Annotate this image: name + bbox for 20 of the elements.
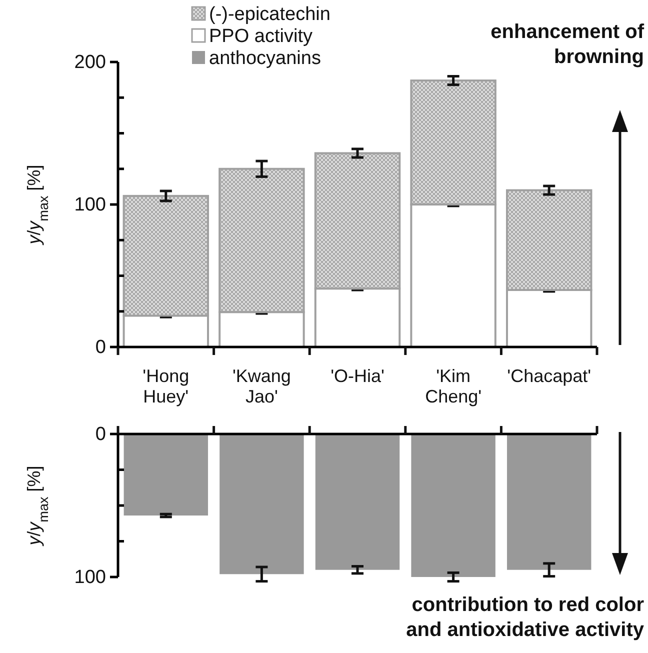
legend-label: (-)-epicatechin xyxy=(209,4,330,25)
x-tick-label: 'Chacapat' xyxy=(507,366,592,386)
y-tick-label: 0 xyxy=(95,424,106,446)
bar xyxy=(220,434,304,574)
x-tick-label: 'Kwang Jao' xyxy=(232,366,291,406)
bar xyxy=(124,434,208,516)
legend-label: PPO activity xyxy=(209,26,313,47)
y-tick-label: 100 xyxy=(74,567,106,588)
x-tick-label: 'Kim Cheng' xyxy=(425,366,482,406)
x-tick-label: 'Hong Huey' xyxy=(142,366,190,406)
legend-label: anthocyanins xyxy=(209,48,321,69)
annotation: enhancement of browning xyxy=(490,21,644,68)
y-tick-label: 0 xyxy=(95,337,106,358)
x-tick-label: 'O-Hia' xyxy=(330,366,384,386)
y-tick-label: 100 xyxy=(74,194,106,216)
bar xyxy=(315,434,400,570)
bar xyxy=(506,434,592,570)
text: contribution to red color and antioxidative activity xyxy=(406,594,645,641)
bar xyxy=(411,434,496,577)
y-tick-label: 200 xyxy=(74,52,106,74)
